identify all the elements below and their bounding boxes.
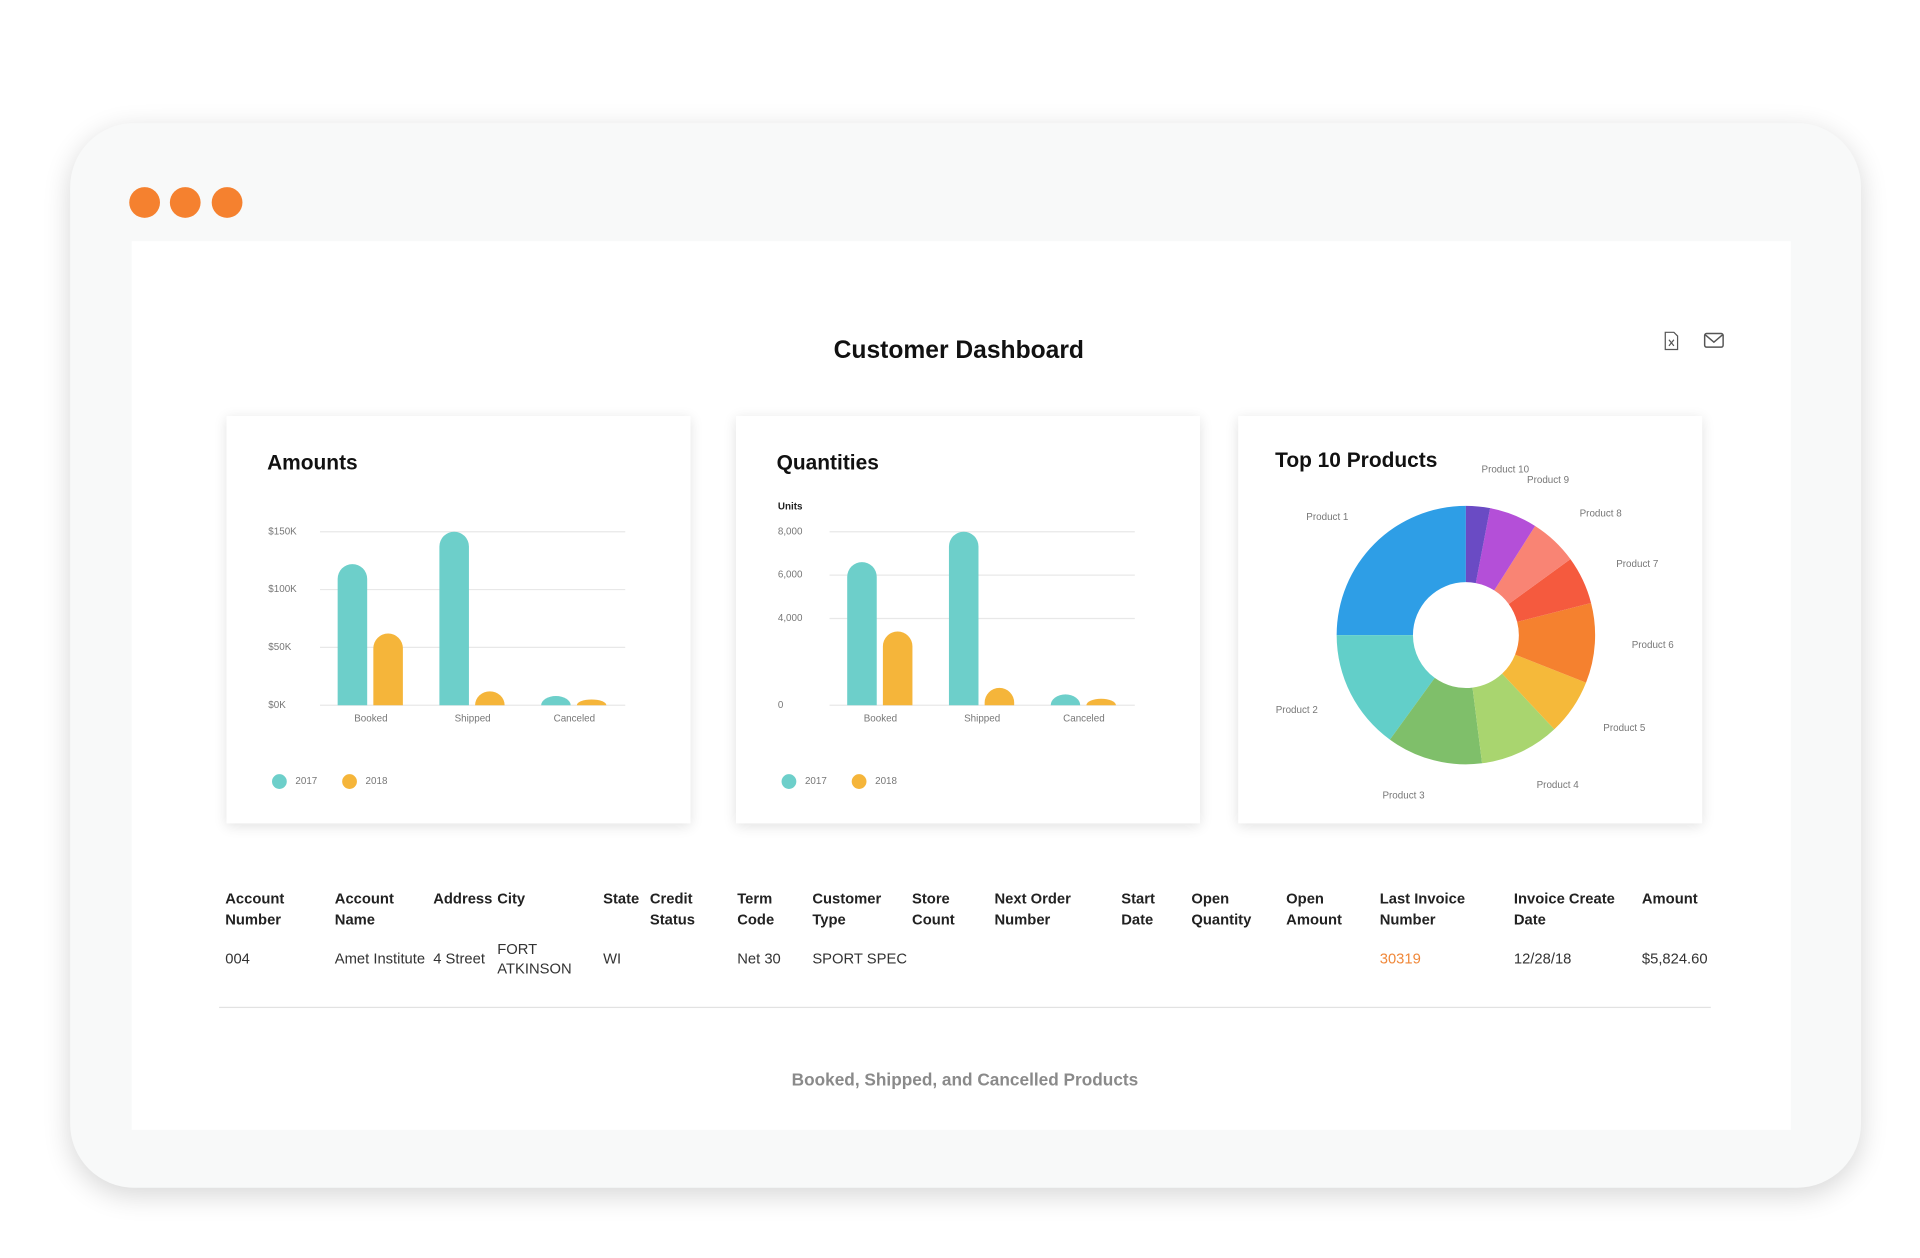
bar — [439, 531, 469, 706]
y-tick-label: 4,000 — [778, 613, 803, 624]
slice-label: Product 3 — [1382, 791, 1425, 802]
slice-label: Product 7 — [1616, 559, 1658, 570]
legend-marker — [342, 774, 357, 789]
bar — [1050, 694, 1081, 706]
column-header: Next Order Number — [994, 889, 1071, 929]
chart-card: Top 10 Products Product 1 Product 2 Product… — [1238, 416, 1703, 824]
page-title: Customer Dashboard — [833, 337, 1084, 365]
slice-label: Product 6 — [1632, 640, 1675, 651]
chart-title: Quantities — [777, 452, 879, 475]
slice-label: Product 1 — [1306, 512, 1348, 523]
bar — [948, 531, 979, 706]
column-header: State — [603, 889, 640, 908]
column-header: Term Code — [737, 889, 775, 929]
slice-label: Product 5 — [1603, 723, 1646, 734]
bar — [576, 699, 607, 706]
window-dot[interactable] — [129, 187, 161, 218]
slice-label: Product 9 — [1527, 475, 1569, 486]
column-header: Credit Status — [649, 889, 696, 929]
table-cell: SPORT SPEC — [812, 950, 908, 968]
slice-label: Product 4 — [1537, 780, 1580, 791]
column-header: Amount — [1641, 889, 1698, 908]
column-header: Open Quantity — [1191, 889, 1252, 929]
table-cell: 30319 — [1379, 950, 1421, 968]
y-axis-label: Units — [778, 502, 803, 513]
legend-marker — [851, 774, 867, 789]
bar — [847, 562, 877, 706]
bar — [1086, 698, 1116, 706]
y-tick-label: $50K — [268, 642, 291, 653]
table-cell: 4 Street — [433, 950, 485, 968]
x-tick-label: Shipped — [964, 713, 1000, 724]
x-tick-label: Canceled — [554, 713, 596, 724]
column-header: Account Number — [225, 889, 285, 929]
x-tick-label: Booked — [354, 713, 387, 724]
column-header: Open Amount — [1286, 889, 1342, 929]
y-tick-label: $0K — [268, 700, 286, 711]
y-tick-label: 8,000 — [778, 526, 803, 537]
pie-slice — [1502, 654, 1587, 730]
table-cell: Amet Institute — [334, 950, 426, 968]
pie-slice — [1465, 505, 1491, 584]
column-header: Last Invoice Number — [1379, 889, 1466, 929]
pie-slice — [1389, 677, 1483, 765]
chart: Quantities Units 0 4,000 6,000 8,000 Booked Shi… — [777, 452, 1135, 789]
table-cell: 12/28/18 — [1513, 950, 1572, 968]
x-tick-label: Booked — [864, 713, 897, 724]
pie-slice — [1472, 673, 1555, 764]
column-header: Account Name — [334, 889, 394, 929]
table-cell: FORT ATKINSON — [497, 940, 572, 974]
column-header: Invoice Create Date — [1513, 889, 1615, 929]
chart-card: Amounts $0K $50K $100K $150K Booked Shipped Can… — [226, 416, 691, 824]
legend-marker — [781, 774, 797, 789]
email-icon[interactable] — [1703, 332, 1724, 349]
pie-slice — [1336, 505, 1466, 636]
legend-label: 2018 — [875, 776, 897, 787]
column-header: City — [497, 889, 526, 908]
chart: Amounts $0K $50K $100K $150K Booked Shipped Can… — [267, 452, 626, 789]
y-tick-label: 6,000 — [778, 570, 803, 581]
bar — [475, 691, 505, 706]
export-excel-icon[interactable] — [1662, 331, 1682, 351]
bar — [337, 564, 368, 706]
chart-card: Quantities Units 0 4,000 6,000 8,000 Booked Shi… — [736, 416, 1201, 824]
chart-title: Top 10 Products — [1275, 449, 1437, 472]
legend-label: 2017 — [295, 776, 317, 787]
bar — [541, 696, 571, 706]
x-tick-label: Canceled — [1063, 713, 1105, 724]
column-header: Start Date — [1121, 889, 1155, 929]
legend-label: 2018 — [366, 776, 388, 787]
legend-label: 2017 — [805, 776, 827, 787]
slice-label: Product 8 — [1580, 509, 1623, 520]
table-cell: $5,824.60 — [1641, 950, 1708, 968]
pie-slice — [1475, 508, 1536, 591]
window-dot[interactable] — [211, 187, 243, 218]
table-cell: Net 30 — [737, 950, 781, 968]
y-tick-label: 0 — [778, 700, 784, 711]
chart-title: Amounts — [267, 452, 358, 475]
slice-label: Product 2 — [1276, 705, 1318, 716]
bar — [882, 631, 913, 706]
column-header: Customer Type — [812, 889, 882, 929]
chart: Top 10 Products Product 1 Product 2 Product… — [1275, 449, 1675, 802]
bar — [984, 687, 1015, 706]
pie-slice — [1508, 559, 1592, 622]
table-cell: WI — [603, 950, 622, 968]
slice-label: Product 10 — [1482, 464, 1530, 475]
y-tick-label: $150K — [268, 526, 297, 537]
table-divider — [219, 1006, 1711, 1009]
bar — [373, 633, 403, 706]
y-tick-label: $100K — [268, 584, 297, 595]
x-tick-label: Shipped — [455, 713, 491, 724]
footer-caption: Booked, Shipped, and Cancelled Products — [791, 1069, 1139, 1090]
legend-marker — [272, 774, 287, 789]
column-header: Address — [433, 889, 493, 908]
table-cell: 004 — [225, 950, 250, 968]
pie-slice — [1515, 602, 1596, 683]
pie-slice — [1494, 525, 1571, 604]
pie-slice — [1336, 635, 1435, 740]
column-header: Store Count — [912, 889, 955, 929]
window-dot[interactable] — [169, 187, 201, 218]
